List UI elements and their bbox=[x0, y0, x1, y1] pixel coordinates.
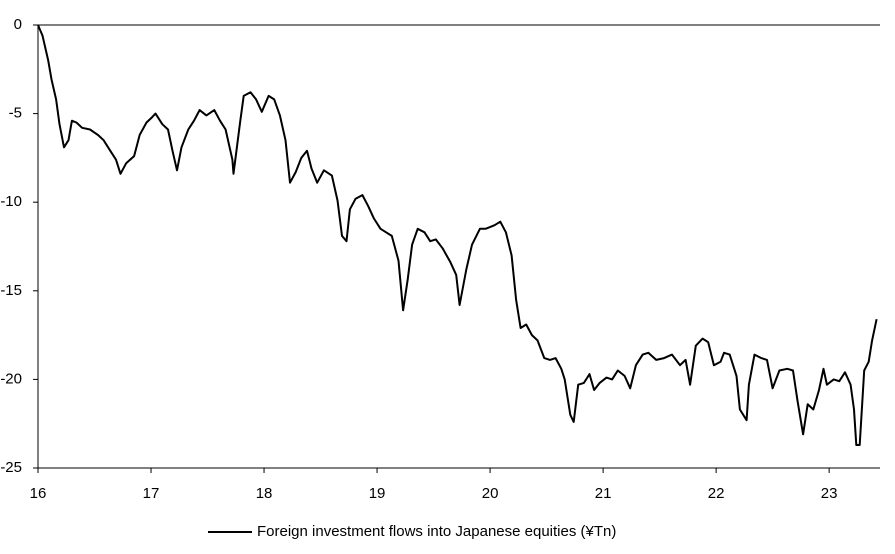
y-tick-label: -5 bbox=[9, 105, 22, 122]
x-tick-label: 18 bbox=[256, 485, 273, 502]
data-line bbox=[37, 24, 878, 446]
y-tick-label: -20 bbox=[0, 370, 22, 387]
x-tick-label: 17 bbox=[143, 485, 160, 502]
x-tick-label: 23 bbox=[821, 485, 838, 502]
y-tick-label: -25 bbox=[0, 459, 22, 476]
legend-label: Foreign investment flows into Japanese e… bbox=[257, 523, 616, 540]
x-tick-label: 16 bbox=[30, 485, 47, 502]
x-tick-label: 19 bbox=[369, 485, 386, 502]
x-tick-label: 21 bbox=[595, 485, 612, 502]
y-tick-label: -10 bbox=[0, 193, 22, 210]
x-tick-label: 22 bbox=[708, 485, 725, 502]
x-tick-label: 20 bbox=[482, 485, 499, 502]
y-tick-label: 0 bbox=[14, 16, 22, 33]
y-tick-label: -15 bbox=[0, 282, 22, 299]
